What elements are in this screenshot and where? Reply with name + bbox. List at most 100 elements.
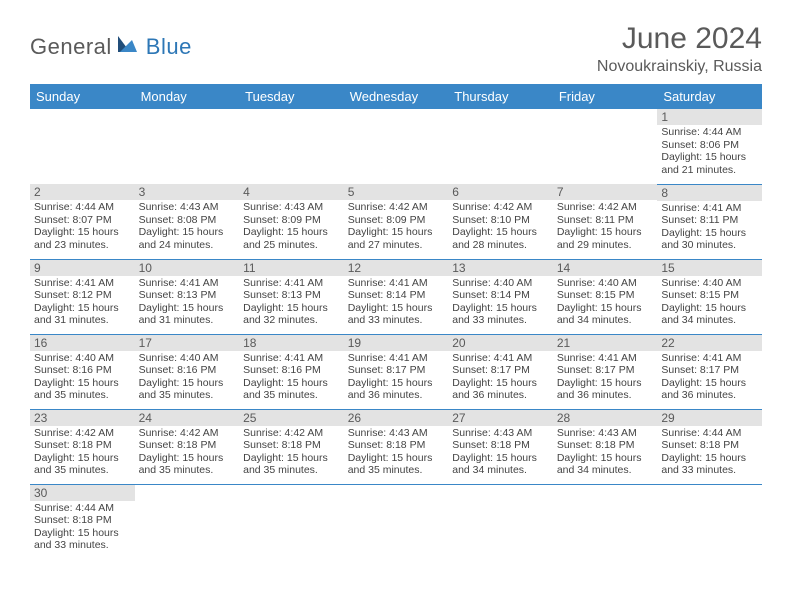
brand-logo: General Blue	[30, 34, 192, 60]
day-number: 14	[553, 260, 658, 276]
day-number: 26	[344, 410, 449, 426]
day-line-ss: Sunset: 8:13 PM	[139, 289, 236, 302]
day-details: Sunrise: 4:41 AMSunset: 8:17 PMDaylight:…	[448, 351, 553, 404]
day-line-sr: Sunrise: 4:42 AM	[452, 201, 549, 214]
day-details: Sunrise: 4:41 AMSunset: 8:16 PMDaylight:…	[239, 351, 344, 404]
calendar-day-cell: 25Sunrise: 4:42 AMSunset: 8:18 PMDayligh…	[239, 409, 344, 484]
title-block: June 2024 Novoukrainskiy, Russia	[597, 22, 762, 76]
calendar-day-cell: 14Sunrise: 4:40 AMSunset: 8:15 PMDayligh…	[553, 259, 658, 334]
day-number: 29	[657, 410, 762, 426]
day-line-ss: Sunset: 8:17 PM	[557, 364, 654, 377]
day-line-d1: Daylight: 15 hours	[348, 226, 445, 239]
day-line-d1: Daylight: 15 hours	[557, 377, 654, 390]
day-line-ss: Sunset: 8:06 PM	[661, 139, 758, 152]
day-line-d1: Daylight: 15 hours	[557, 302, 654, 315]
day-line-sr: Sunrise: 4:43 AM	[348, 427, 445, 440]
day-line-ss: Sunset: 8:17 PM	[452, 364, 549, 377]
day-line-ss: Sunset: 8:12 PM	[34, 289, 131, 302]
day-details: Sunrise: 4:43 AMSunset: 8:08 PMDaylight:…	[135, 200, 240, 253]
calendar-day-cell: 29Sunrise: 4:44 AMSunset: 8:18 PMDayligh…	[657, 409, 762, 484]
calendar-day-cell: 2Sunrise: 4:44 AMSunset: 8:07 PMDaylight…	[30, 184, 135, 259]
day-line-d2: and 35 minutes.	[243, 389, 340, 402]
calendar-week-row: 9Sunrise: 4:41 AMSunset: 8:12 PMDaylight…	[30, 259, 762, 334]
day-line-d2: and 35 minutes.	[34, 389, 131, 402]
day-line-d1: Daylight: 15 hours	[243, 377, 340, 390]
day-line-d2: and 33 minutes.	[452, 314, 549, 327]
day-line-d1: Daylight: 15 hours	[557, 452, 654, 465]
calendar-day-cell: 22Sunrise: 4:41 AMSunset: 8:17 PMDayligh…	[657, 334, 762, 409]
day-line-sr: Sunrise: 4:41 AM	[348, 277, 445, 290]
calendar-day-cell	[135, 484, 240, 559]
page-header: General Blue June 2024 Novoukrainskiy, R…	[30, 22, 762, 76]
day-line-d2: and 35 minutes.	[348, 464, 445, 477]
day-line-sr: Sunrise: 4:41 AM	[661, 352, 758, 365]
day-line-sr: Sunrise: 4:40 AM	[661, 277, 758, 290]
day-line-d1: Daylight: 15 hours	[348, 302, 445, 315]
day-line-ss: Sunset: 8:18 PM	[452, 439, 549, 452]
day-line-ss: Sunset: 8:18 PM	[34, 514, 131, 527]
calendar-day-cell: 9Sunrise: 4:41 AMSunset: 8:12 PMDaylight…	[30, 259, 135, 334]
calendar-day-cell: 5Sunrise: 4:42 AMSunset: 8:09 PMDaylight…	[344, 184, 449, 259]
day-details: Sunrise: 4:42 AMSunset: 8:10 PMDaylight:…	[448, 200, 553, 253]
day-line-d1: Daylight: 15 hours	[243, 452, 340, 465]
calendar-day-cell: 10Sunrise: 4:41 AMSunset: 8:13 PMDayligh…	[135, 259, 240, 334]
day-line-sr: Sunrise: 4:42 AM	[243, 427, 340, 440]
day-line-d2: and 35 minutes.	[34, 464, 131, 477]
day-line-d2: and 30 minutes.	[661, 239, 758, 252]
day-line-sr: Sunrise: 4:40 AM	[139, 352, 236, 365]
calendar-day-cell: 28Sunrise: 4:43 AMSunset: 8:18 PMDayligh…	[553, 409, 658, 484]
month-title: June 2024	[597, 22, 762, 56]
day-line-d1: Daylight: 15 hours	[348, 452, 445, 465]
day-details: Sunrise: 4:41 AMSunset: 8:17 PMDaylight:…	[344, 351, 449, 404]
day-number: 11	[239, 260, 344, 276]
day-line-sr: Sunrise: 4:42 AM	[139, 427, 236, 440]
calendar-day-cell: 18Sunrise: 4:41 AMSunset: 8:16 PMDayligh…	[239, 334, 344, 409]
day-line-d1: Daylight: 15 hours	[661, 377, 758, 390]
day-line-d2: and 24 minutes.	[139, 239, 236, 252]
day-details: Sunrise: 4:42 AMSunset: 8:11 PMDaylight:…	[553, 200, 658, 253]
day-details: Sunrise: 4:42 AMSunset: 8:18 PMDaylight:…	[30, 426, 135, 479]
day-line-ss: Sunset: 8:09 PM	[348, 214, 445, 227]
day-line-ss: Sunset: 8:18 PM	[348, 439, 445, 452]
day-details: Sunrise: 4:42 AMSunset: 8:18 PMDaylight:…	[135, 426, 240, 479]
calendar-day-cell	[135, 109, 240, 184]
day-line-d1: Daylight: 15 hours	[661, 227, 758, 240]
day-line-sr: Sunrise: 4:42 AM	[557, 201, 654, 214]
day-details: Sunrise: 4:41 AMSunset: 8:17 PMDaylight:…	[657, 351, 762, 404]
calendar-day-cell	[553, 109, 658, 184]
day-line-ss: Sunset: 8:13 PM	[243, 289, 340, 302]
day-line-sr: Sunrise: 4:41 AM	[348, 352, 445, 365]
day-number: 19	[344, 335, 449, 351]
day-number: 21	[553, 335, 658, 351]
day-number: 10	[135, 260, 240, 276]
day-line-d2: and 28 minutes.	[452, 239, 549, 252]
day-line-sr: Sunrise: 4:40 AM	[452, 277, 549, 290]
day-details: Sunrise: 4:44 AMSunset: 8:18 PMDaylight:…	[657, 426, 762, 479]
day-number: 15	[657, 260, 762, 276]
day-line-ss: Sunset: 8:15 PM	[557, 289, 654, 302]
day-details: Sunrise: 4:44 AMSunset: 8:07 PMDaylight:…	[30, 200, 135, 253]
calendar-day-cell	[553, 484, 658, 559]
day-line-d2: and 35 minutes.	[139, 389, 236, 402]
day-details: Sunrise: 4:43 AMSunset: 8:18 PMDaylight:…	[344, 426, 449, 479]
weekday-header-row: SundayMondayTuesdayWednesdayThursdayFrid…	[30, 84, 762, 109]
calendar-week-row: 23Sunrise: 4:42 AMSunset: 8:18 PMDayligh…	[30, 409, 762, 484]
calendar-day-cell	[448, 109, 553, 184]
day-line-d1: Daylight: 15 hours	[139, 452, 236, 465]
day-line-sr: Sunrise: 4:41 AM	[243, 277, 340, 290]
day-line-sr: Sunrise: 4:41 AM	[243, 352, 340, 365]
day-line-d2: and 33 minutes.	[34, 539, 131, 552]
calendar-day-cell: 17Sunrise: 4:40 AMSunset: 8:16 PMDayligh…	[135, 334, 240, 409]
calendar-day-cell	[344, 109, 449, 184]
day-line-d1: Daylight: 15 hours	[452, 452, 549, 465]
brand-sail-icon	[112, 34, 144, 56]
day-details: Sunrise: 4:40 AMSunset: 8:16 PMDaylight:…	[135, 351, 240, 404]
day-line-d2: and 31 minutes.	[139, 314, 236, 327]
calendar-day-cell	[30, 109, 135, 184]
day-line-ss: Sunset: 8:16 PM	[243, 364, 340, 377]
day-line-sr: Sunrise: 4:42 AM	[34, 427, 131, 440]
day-number: 4	[239, 184, 344, 200]
day-line-d2: and 36 minutes.	[452, 389, 549, 402]
day-details: Sunrise: 4:43 AMSunset: 8:18 PMDaylight:…	[448, 426, 553, 479]
day-number: 27	[448, 410, 553, 426]
